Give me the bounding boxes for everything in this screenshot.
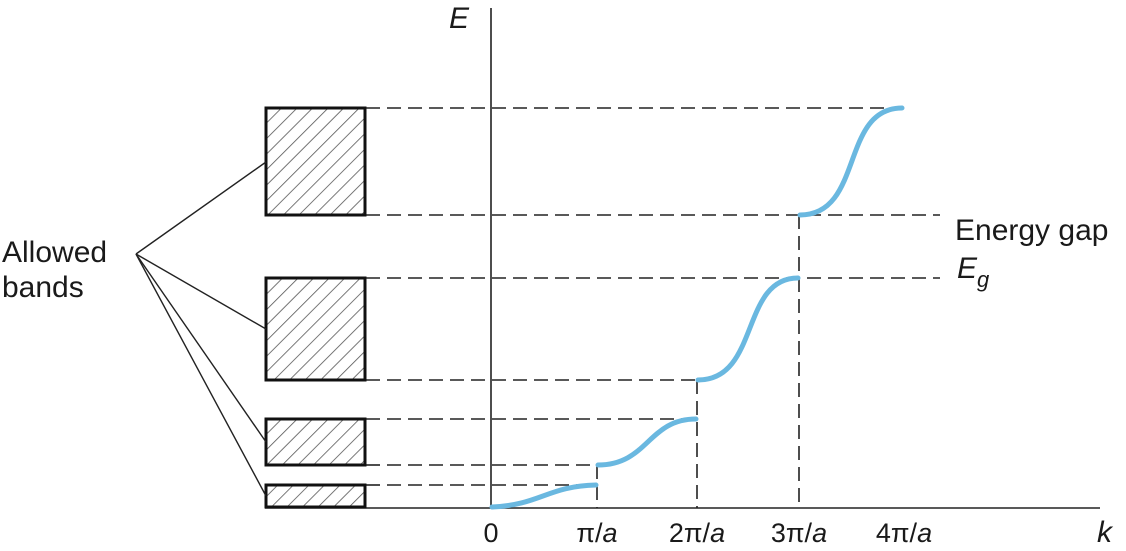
tick-label-4pi-over-a: 4π/a bbox=[876, 518, 932, 548]
leader-line-band-3 bbox=[135, 253, 267, 330]
allowed-band-2 bbox=[264, 417, 367, 467]
tick-label-0: 0 bbox=[483, 518, 498, 548]
dispersion-curve-band-2 bbox=[595, 416, 699, 468]
dispersion-curve-band-4 bbox=[797, 105, 905, 218]
tick-label-3pi-over-a: 3π/a bbox=[771, 518, 827, 548]
tick-label-pi-over-a: π/a bbox=[576, 518, 617, 548]
leader-line-band-2 bbox=[135, 253, 267, 443]
k-axis-label: k bbox=[1097, 516, 1114, 549]
allowed-band-3 bbox=[264, 276, 367, 382]
dispersion-curve-band-1 bbox=[489, 482, 599, 510]
allowed-bands-label: Allowed bands bbox=[2, 236, 107, 304]
allowed-band-4 bbox=[264, 106, 367, 217]
allowed-band-1 bbox=[264, 483, 367, 509]
energy-gap-label: Energy gap bbox=[955, 214, 1108, 247]
tick-label-2pi-over-a: 2π/a bbox=[669, 518, 725, 548]
e-axis-label: E bbox=[449, 2, 470, 35]
leader-line-band-4 bbox=[135, 161, 267, 255]
eg-symbol-label: Eg bbox=[957, 252, 990, 292]
dispersion-curve-band-3 bbox=[695, 275, 801, 383]
leader-line-band-1 bbox=[135, 253, 267, 497]
